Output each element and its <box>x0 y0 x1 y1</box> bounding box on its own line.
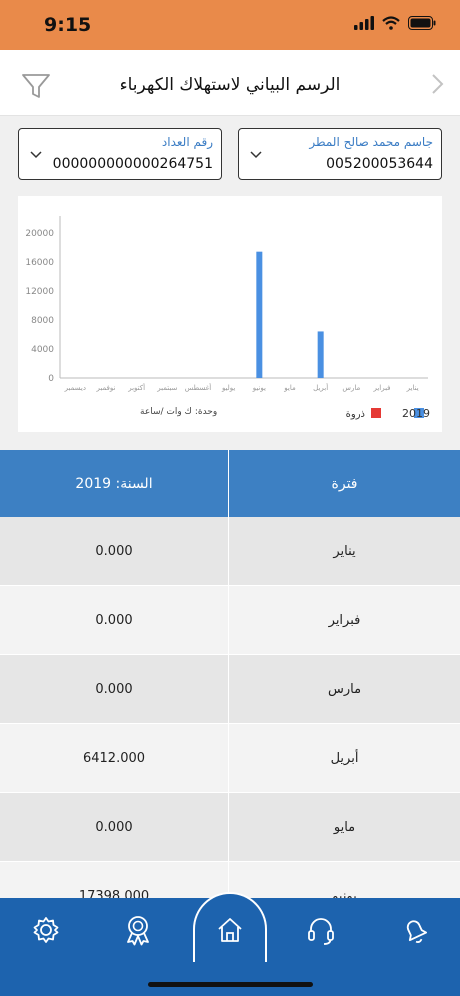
home-tab-highlight <box>193 892 267 962</box>
legend-label-2019: 2019 <box>402 407 430 420</box>
x-tick-label: يوليو <box>221 384 235 392</box>
bottom-tab-bar <box>0 892 460 996</box>
y-tick-label: 16000 <box>25 258 54 268</box>
table-row: 0.000 مارس <box>0 655 460 724</box>
page-title: الرسم البياني لاستهلاك الكهرباء <box>119 75 341 95</box>
battery-icon <box>408 16 436 30</box>
row-period: يناير <box>333 543 356 559</box>
table-body: 0.000 يناير 0.000 فبراير 0.000 مارس 6412.000 أب… <box>0 517 460 931</box>
meter-dropdown[interactable]: رقم العداد 000000000000264751 <box>18 128 222 180</box>
y-tick-label: 0 <box>48 374 54 384</box>
award-icon[interactable] <box>118 910 158 950</box>
chart-svg: 0 4000 8000 12000 16000 20000 يناير فبراير مارس أ… <box>25 216 430 420</box>
legend-swatch-peak <box>371 408 381 418</box>
filter-icon[interactable] <box>20 70 52 102</box>
row-period: أبريل <box>330 750 359 766</box>
consumption-chart: 0 4000 8000 12000 16000 20000 يناير فبراير مارس أ… <box>18 196 442 432</box>
home-icon[interactable] <box>210 910 250 950</box>
consumption-table: السنة: 2019 فترة 0.000 يناير 0.000 فبراير 0.… <box>0 450 460 931</box>
settings-icon[interactable] <box>26 910 66 950</box>
wifi-icon <box>382 16 400 30</box>
back-chevron-icon[interactable] <box>428 73 446 95</box>
table-row: 0.000 مايو <box>0 793 460 862</box>
row-value: 6412.000 <box>0 724 229 792</box>
signal-icon <box>354 16 374 30</box>
table-row: 0.000 يناير <box>0 517 460 586</box>
y-tick-label: 12000 <box>25 287 54 297</box>
status-time: 9:15 <box>44 14 92 36</box>
y-tick-label: 8000 <box>31 316 54 326</box>
top-bar: الرسم البياني لاستهلاك الكهرباء <box>0 50 460 116</box>
x-tick-label: أكتوبر <box>127 383 145 392</box>
y-tick-label: 20000 <box>25 229 54 239</box>
meter-dropdown-label: رقم العداد <box>161 135 213 149</box>
column-header-period: فترة <box>331 475 358 492</box>
x-tick-label: يونيو <box>252 384 266 392</box>
home-indicator <box>148 982 313 987</box>
bar-2019-4 <box>317 331 324 378</box>
column-header-year: السنة: 2019 <box>0 450 229 517</box>
account-dropdown[interactable]: جاسم محمد صالح المطر 005200053644 <box>238 128 442 180</box>
legend-label-peak: ذروة <box>346 409 365 420</box>
headset-icon[interactable] <box>301 910 341 950</box>
bell-icon[interactable] <box>394 910 434 950</box>
x-tick-label: مارس <box>342 384 360 392</box>
x-tick-label: سبتمبر <box>156 384 177 392</box>
row-period: مايو <box>333 819 356 835</box>
x-tick-label: نوفمبر <box>96 384 116 392</box>
x-tick-label: يناير <box>406 384 419 392</box>
x-tick-label: أغسطس <box>185 383 212 392</box>
row-period: مارس <box>327 681 362 697</box>
x-tick-label: أبريل <box>313 383 328 392</box>
legend-swatch-2019 <box>414 408 424 418</box>
chevron-down-icon <box>30 151 42 159</box>
table-row: 0.000 فبراير <box>0 586 460 655</box>
x-tick-label: فبراير <box>372 384 390 392</box>
row-value: 0.000 <box>0 793 229 861</box>
row-value: 0.000 <box>0 517 229 585</box>
row-period: فبراير <box>328 612 361 628</box>
account-dropdown-label: جاسم محمد صالح المطر <box>309 135 433 149</box>
table-header: السنة: 2019 فترة <box>0 450 460 517</box>
status-icons <box>354 16 436 30</box>
x-tick-label: ديسمبر <box>64 384 86 392</box>
row-value: 0.000 <box>0 655 229 723</box>
meter-dropdown-value: 000000000000264751 <box>52 156 213 172</box>
x-tick-label: مايو <box>283 384 296 392</box>
status-bar: 9:15 <box>0 0 460 50</box>
row-value: 0.000 <box>0 586 229 654</box>
account-dropdown-value: 005200053644 <box>326 156 433 172</box>
bar-2019-6 <box>256 251 263 378</box>
y-tick-label: 4000 <box>31 345 54 355</box>
chart-unit-label: وحدة: ك وات /ساعة <box>140 407 217 417</box>
table-row: 6412.000 أبريل <box>0 724 460 793</box>
chevron-down-icon <box>250 151 262 159</box>
